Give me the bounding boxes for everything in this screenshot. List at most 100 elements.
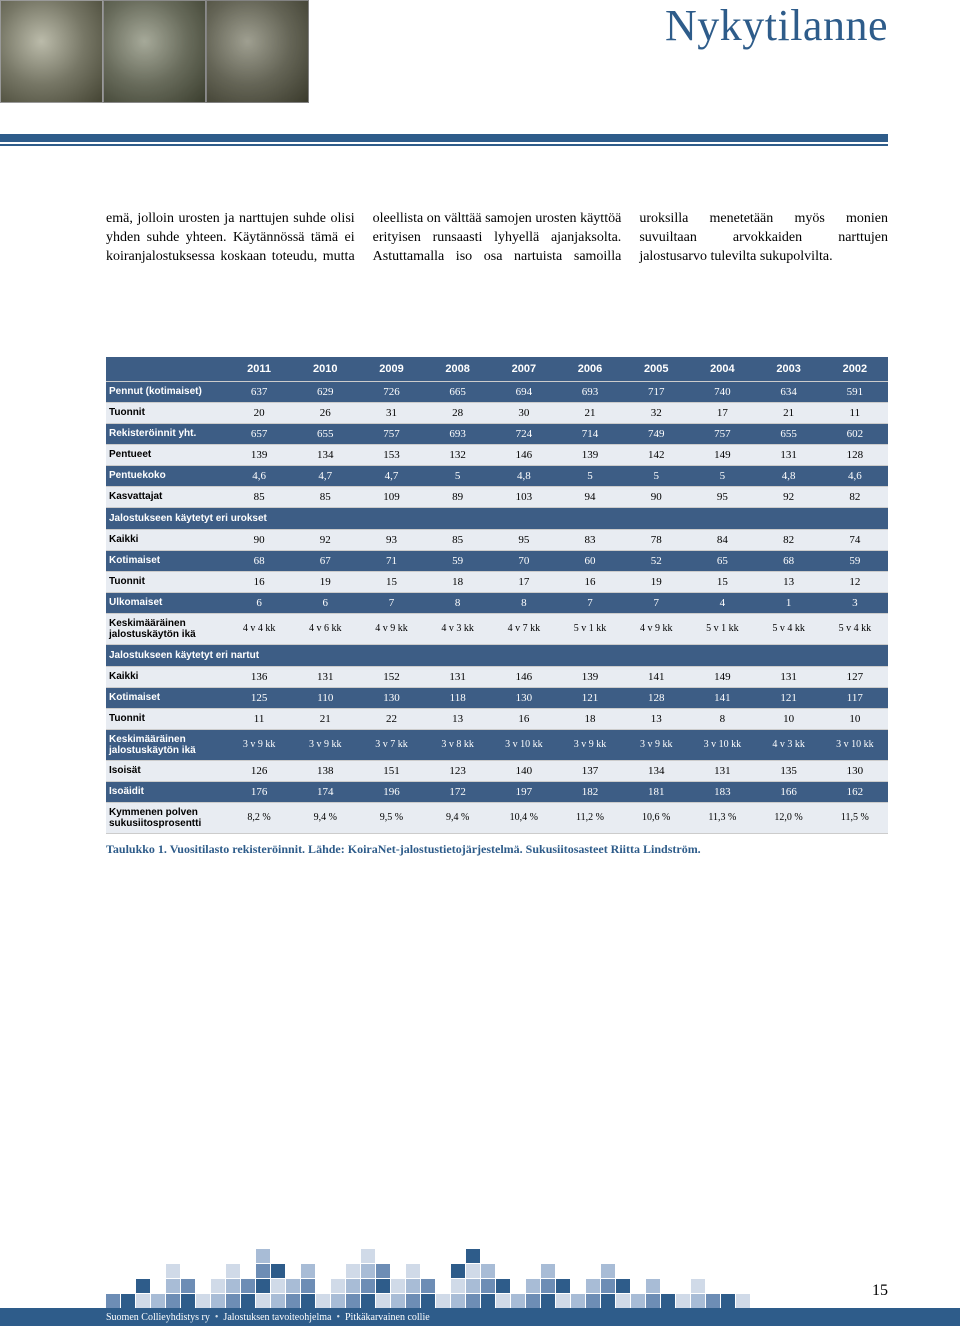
cell-value: 110 [292, 687, 358, 708]
cell-value: 4 v 9 kk [623, 613, 689, 644]
cell-value: 657 [226, 423, 292, 444]
cell-value: 121 [557, 687, 623, 708]
cell-value: 3 v 10 kk [491, 729, 557, 760]
cell-value: 5 v 4 kk [822, 613, 888, 644]
cell-value: 693 [557, 381, 623, 402]
cell-value: 109 [358, 486, 424, 507]
cell-value: 591 [822, 381, 888, 402]
cell-value: 84 [689, 529, 755, 550]
cell-value: 95 [491, 529, 557, 550]
cell-value: 176 [226, 781, 292, 802]
cell-value: 130 [358, 687, 424, 708]
col-header-year: 2011 [226, 357, 292, 382]
cell-value: 59 [425, 550, 491, 571]
cell-value: 94 [557, 486, 623, 507]
cell-value: 28 [425, 402, 491, 423]
cell-value: 60 [557, 550, 623, 571]
col-header-year: 2008 [425, 357, 491, 382]
cell-value: 181 [623, 781, 689, 802]
cell-value: 127 [822, 666, 888, 687]
cell-value: 4 v 9 kk [358, 613, 424, 644]
cell-value: 26 [292, 402, 358, 423]
cell-value: 757 [689, 423, 755, 444]
cell-value: 5 v 1 kk [557, 613, 623, 644]
cell-value: 149 [689, 444, 755, 465]
footer-text: Jalostuksen tavoiteohjelma [223, 1312, 331, 1323]
cell-value: 740 [689, 381, 755, 402]
dog-photo-2 [103, 0, 206, 103]
cell-value: 67 [292, 550, 358, 571]
cell-value: 137 [557, 760, 623, 781]
cell-value: 7 [557, 592, 623, 613]
cell-value: 103 [491, 486, 557, 507]
cell-value: 11,5 % [822, 802, 888, 833]
row-label: Ulkomaiset [106, 592, 226, 613]
cell-value: 68 [226, 550, 292, 571]
row-label: Pentueet [106, 444, 226, 465]
col-header-year: 2004 [689, 357, 755, 382]
cell-value: 93 [358, 529, 424, 550]
cell-value: 10 [822, 708, 888, 729]
cell-value: 13 [623, 708, 689, 729]
body-paragraph: emä, jolloin urosten ja narttujen suhde … [106, 210, 888, 267]
cell-value: 5 [557, 465, 623, 486]
cell-value: 70 [491, 550, 557, 571]
cell-value: 20 [226, 402, 292, 423]
cell-value: 117 [822, 687, 888, 708]
row-label: Keskimääräinen jalostuskäytön ikä [106, 729, 226, 760]
row-label: Tuonnit [106, 571, 226, 592]
col-header-year: 2007 [491, 357, 557, 382]
footer-separator: • [215, 1312, 219, 1323]
page-header: Nykytilanne [0, 0, 960, 170]
dog-photo-1 [0, 0, 103, 103]
col-header-year: 2003 [756, 357, 822, 382]
cell-value: 15 [358, 571, 424, 592]
cell-value: 52 [623, 550, 689, 571]
cell-value: 5 v 4 kk [756, 613, 822, 644]
cell-value: 21 [756, 402, 822, 423]
cell-value: 19 [292, 571, 358, 592]
cell-value: 183 [689, 781, 755, 802]
cell-value: 17 [491, 571, 557, 592]
cell-value: 3 v 8 kk [425, 729, 491, 760]
cell-value: 16 [491, 708, 557, 729]
row-label: Pennut (kotimaiset) [106, 381, 226, 402]
cell-value: 68 [756, 550, 822, 571]
cell-value: 126 [226, 760, 292, 781]
cell-value: 11 [226, 708, 292, 729]
cell-value: 714 [557, 423, 623, 444]
cell-value: 8 [491, 592, 557, 613]
cell-value: 4 v 3 kk [756, 729, 822, 760]
cell-value: 5 [425, 465, 491, 486]
cell-value: 139 [226, 444, 292, 465]
cell-value: 19 [623, 571, 689, 592]
cell-value: 182 [557, 781, 623, 802]
cell-value: 21 [292, 708, 358, 729]
cell-value: 123 [425, 760, 491, 781]
cell-value: 4,7 [292, 465, 358, 486]
cell-value: 4,6 [822, 465, 888, 486]
cell-value: 140 [491, 760, 557, 781]
cell-value: 197 [491, 781, 557, 802]
cell-value: 717 [623, 381, 689, 402]
cell-value: 10,6 % [623, 802, 689, 833]
cell-value: 118 [425, 687, 491, 708]
cell-value: 4 v 3 kk [425, 613, 491, 644]
cell-value: 4 [689, 592, 755, 613]
cell-value: 18 [557, 708, 623, 729]
cell-value: 130 [491, 687, 557, 708]
cell-value: 92 [756, 486, 822, 507]
statistics-table-wrap: 2011201020092008200720062005200420032002… [0, 267, 960, 834]
cell-value: 95 [689, 486, 755, 507]
row-label: Tuonnit [106, 708, 226, 729]
cell-value: 22 [358, 708, 424, 729]
cell-value: 132 [425, 444, 491, 465]
cell-value: 152 [358, 666, 424, 687]
cell-value: 6 [226, 592, 292, 613]
row-label: Tuonnit [106, 402, 226, 423]
row-label: Kotimaiset [106, 687, 226, 708]
cell-value: 11,3 % [689, 802, 755, 833]
cell-value: 3 [822, 592, 888, 613]
cell-value: 90 [623, 486, 689, 507]
cell-value: 10 [756, 708, 822, 729]
